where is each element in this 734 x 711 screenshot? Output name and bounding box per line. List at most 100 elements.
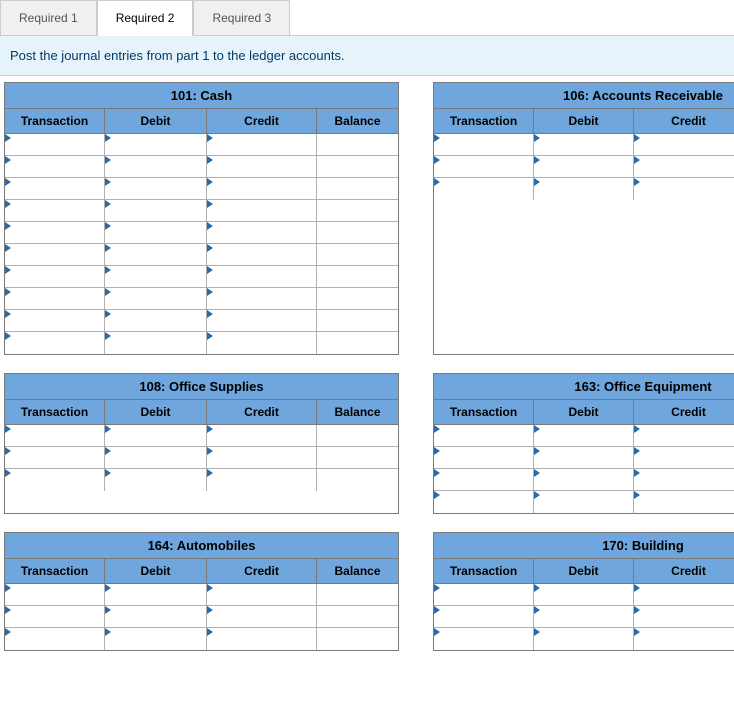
ledger-pair-row: 108: Office SuppliesTransactionDebitCred…	[4, 373, 734, 514]
credit-input-cell[interactable]	[207, 628, 317, 650]
transaction-input-cell[interactable]	[434, 491, 534, 513]
ledger-row	[5, 425, 398, 447]
credit-input-cell[interactable]	[634, 491, 734, 513]
credit-input-cell[interactable]	[207, 288, 317, 309]
credit-input-cell[interactable]	[207, 156, 317, 177]
credit-input-cell[interactable]	[634, 606, 734, 627]
debit-input-cell[interactable]	[105, 628, 207, 650]
debit-input-cell[interactable]	[534, 469, 634, 490]
debit-input-cell[interactable]	[105, 156, 207, 177]
transaction-input-cell[interactable]	[434, 447, 534, 468]
ledger-row	[5, 628, 398, 650]
credit-input-cell[interactable]	[207, 200, 317, 221]
debit-input-cell[interactable]	[105, 266, 207, 287]
debit-input-cell[interactable]	[534, 156, 634, 177]
transaction-input-cell[interactable]	[5, 310, 105, 331]
transaction-input-cell[interactable]	[5, 156, 105, 177]
credit-input-cell[interactable]	[634, 134, 734, 155]
debit-input-cell[interactable]	[534, 178, 634, 200]
tab-required-2[interactable]: Required 2	[97, 0, 194, 36]
column-header-debit: Debit	[105, 559, 207, 583]
transaction-input-cell[interactable]	[5, 628, 105, 650]
debit-input-cell[interactable]	[105, 584, 207, 605]
transaction-input-cell[interactable]	[5, 266, 105, 287]
transaction-input-cell[interactable]	[434, 425, 534, 446]
debit-input-cell[interactable]	[534, 425, 634, 446]
transaction-input-cell[interactable]	[5, 244, 105, 265]
credit-input-cell[interactable]	[634, 425, 734, 446]
ledger-row	[434, 491, 734, 513]
balance-cell	[317, 584, 398, 605]
ledger-rows	[5, 584, 398, 650]
tab-bar: Required 1Required 2Required 3	[0, 0, 734, 36]
debit-input-cell[interactable]	[534, 606, 634, 627]
debit-input-cell[interactable]	[105, 310, 207, 331]
credit-input-cell[interactable]	[634, 447, 734, 468]
ledger: 108: Office SuppliesTransactionDebitCred…	[4, 373, 399, 514]
debit-input-cell[interactable]	[105, 200, 207, 221]
credit-input-cell[interactable]	[207, 584, 317, 605]
credit-input-cell[interactable]	[207, 222, 317, 243]
debit-input-cell[interactable]	[105, 447, 207, 468]
debit-input-cell[interactable]	[534, 447, 634, 468]
balance-cell	[317, 606, 398, 627]
credit-input-cell[interactable]	[207, 606, 317, 627]
credit-input-cell[interactable]	[207, 178, 317, 199]
transaction-input-cell[interactable]	[5, 584, 105, 605]
transaction-input-cell[interactable]	[434, 628, 534, 650]
debit-input-cell[interactable]	[534, 491, 634, 513]
transaction-input-cell[interactable]	[5, 425, 105, 446]
transaction-input-cell[interactable]	[5, 447, 105, 468]
column-headers: TransactionDebitCreditBalance	[5, 400, 398, 425]
credit-input-cell[interactable]	[634, 584, 734, 605]
debit-input-cell[interactable]	[105, 178, 207, 199]
transaction-input-cell[interactable]	[5, 288, 105, 309]
transaction-input-cell[interactable]	[434, 469, 534, 490]
credit-input-cell[interactable]	[207, 425, 317, 446]
balance-cell	[317, 134, 398, 155]
debit-input-cell[interactable]	[105, 606, 207, 627]
credit-input-cell[interactable]	[634, 469, 734, 490]
transaction-input-cell[interactable]	[5, 222, 105, 243]
credit-input-cell[interactable]	[207, 266, 317, 287]
transaction-input-cell[interactable]	[434, 584, 534, 605]
transaction-input-cell[interactable]	[5, 332, 105, 354]
transaction-input-cell[interactable]	[434, 178, 534, 200]
credit-input-cell[interactable]	[634, 178, 734, 200]
balance-cell	[317, 156, 398, 177]
column-header-transaction: Transaction	[434, 400, 534, 424]
debit-input-cell[interactable]	[534, 628, 634, 650]
ledger-row	[434, 425, 734, 447]
tab-required-3[interactable]: Required 3	[193, 0, 290, 35]
credit-input-cell[interactable]	[207, 332, 317, 354]
transaction-input-cell[interactable]	[5, 469, 105, 491]
credit-input-cell[interactable]	[634, 628, 734, 650]
transaction-input-cell[interactable]	[434, 156, 534, 177]
credit-input-cell[interactable]	[207, 447, 317, 468]
transaction-input-cell[interactable]	[5, 178, 105, 199]
column-header-credit: Credit	[634, 400, 734, 424]
tab-required-1[interactable]: Required 1	[0, 0, 97, 35]
debit-input-cell[interactable]	[105, 288, 207, 309]
transaction-input-cell[interactable]	[5, 606, 105, 627]
credit-input-cell[interactable]	[634, 156, 734, 177]
credit-input-cell[interactable]	[207, 244, 317, 265]
balance-cell	[317, 222, 398, 243]
transaction-input-cell[interactable]	[434, 134, 534, 155]
debit-input-cell[interactable]	[105, 469, 207, 491]
debit-input-cell[interactable]	[105, 425, 207, 446]
debit-input-cell[interactable]	[105, 244, 207, 265]
content-scroll-area[interactable]: 101: CashTransactionDebitCreditBalance10…	[0, 76, 734, 703]
debit-input-cell[interactable]	[105, 332, 207, 354]
debit-input-cell[interactable]	[534, 584, 634, 605]
transaction-input-cell[interactable]	[5, 134, 105, 155]
column-headers: TransactionDebitCreditBalance	[434, 400, 734, 425]
credit-input-cell[interactable]	[207, 469, 317, 491]
debit-input-cell[interactable]	[105, 222, 207, 243]
transaction-input-cell[interactable]	[5, 200, 105, 221]
debit-input-cell[interactable]	[105, 134, 207, 155]
debit-input-cell[interactable]	[534, 134, 634, 155]
credit-input-cell[interactable]	[207, 310, 317, 331]
credit-input-cell[interactable]	[207, 134, 317, 155]
transaction-input-cell[interactable]	[434, 606, 534, 627]
